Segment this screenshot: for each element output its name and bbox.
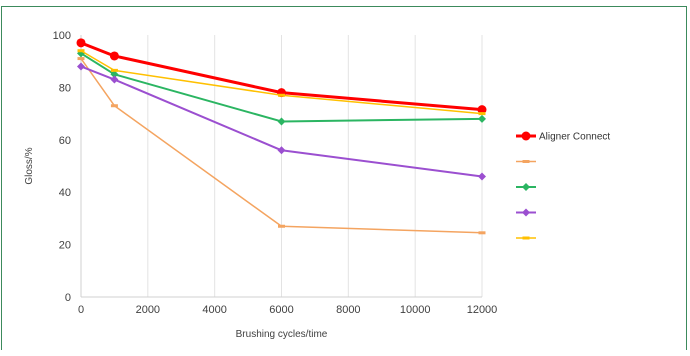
series-line xyxy=(80,58,483,234)
data-point xyxy=(77,57,85,61)
series-4 xyxy=(77,62,486,181)
y-tick-label: 80 xyxy=(59,82,71,94)
series-line xyxy=(80,41,483,112)
series-3 xyxy=(77,49,486,126)
x-tick-label: 10000 xyxy=(400,304,431,316)
legend-item xyxy=(516,160,536,163)
data-point xyxy=(477,105,487,115)
legend-marker xyxy=(522,208,530,217)
legend-marker xyxy=(522,160,530,163)
data-point xyxy=(277,117,286,126)
legend-label: Aligner Connect xyxy=(539,132,610,143)
data-point xyxy=(110,104,118,108)
data-point xyxy=(110,68,118,72)
legend-marker xyxy=(522,236,530,240)
data-point xyxy=(278,224,285,228)
legend: Aligner Connect xyxy=(516,131,610,240)
x-tick-label: 0 xyxy=(78,304,84,316)
data-point xyxy=(110,75,119,84)
series-2 xyxy=(77,57,486,235)
x-tick-label: 8000 xyxy=(336,304,360,316)
x-tick-label: 6000 xyxy=(269,304,293,316)
line-chart: 0 2000 4000 6000 8000 10000 12000020406080100 … xyxy=(24,30,610,340)
data-point xyxy=(110,70,119,79)
y-tick-label: 100 xyxy=(53,30,71,42)
series-line xyxy=(80,50,483,115)
series-line xyxy=(80,52,483,123)
chart-frame: 0 2000 4000 6000 8000 10000 12000 0 20 40 60 80 100 … xyxy=(1,6,687,350)
y-tick-label: 60 xyxy=(59,135,71,147)
x-tick-label: 4000 xyxy=(202,304,226,316)
axes: 0 2000 4000 6000 8000 10000 12000 0 20 40 60 80 100 xyxy=(53,30,498,316)
data-point xyxy=(478,172,486,181)
data-point xyxy=(77,62,85,71)
y-tick-label: 20 xyxy=(59,240,71,252)
data-point xyxy=(77,49,85,53)
data-point xyxy=(478,231,486,235)
legend-item xyxy=(516,208,536,217)
data-point xyxy=(109,51,119,61)
legend-item xyxy=(516,236,536,240)
y-tick-label: 40 xyxy=(59,187,71,199)
data-point xyxy=(76,38,86,48)
series xyxy=(76,38,487,235)
y-axis-title: Gloss/% xyxy=(24,147,35,184)
x-tick-label: 2000 xyxy=(136,304,160,316)
y-tick-label: 0 xyxy=(65,292,71,304)
series-5 xyxy=(77,49,486,116)
series-line xyxy=(80,65,483,178)
legend-item: Aligner Connect xyxy=(516,131,610,143)
data-point xyxy=(278,93,285,97)
data-point xyxy=(478,112,486,116)
data-point xyxy=(478,114,486,123)
data-point xyxy=(277,146,286,155)
x-tick-label: 12000 xyxy=(467,304,498,316)
legend-marker xyxy=(521,131,531,141)
legend-item xyxy=(516,183,536,191)
legend-marker xyxy=(522,183,530,191)
x-axis-title: Brushing cycles/time xyxy=(236,329,328,340)
